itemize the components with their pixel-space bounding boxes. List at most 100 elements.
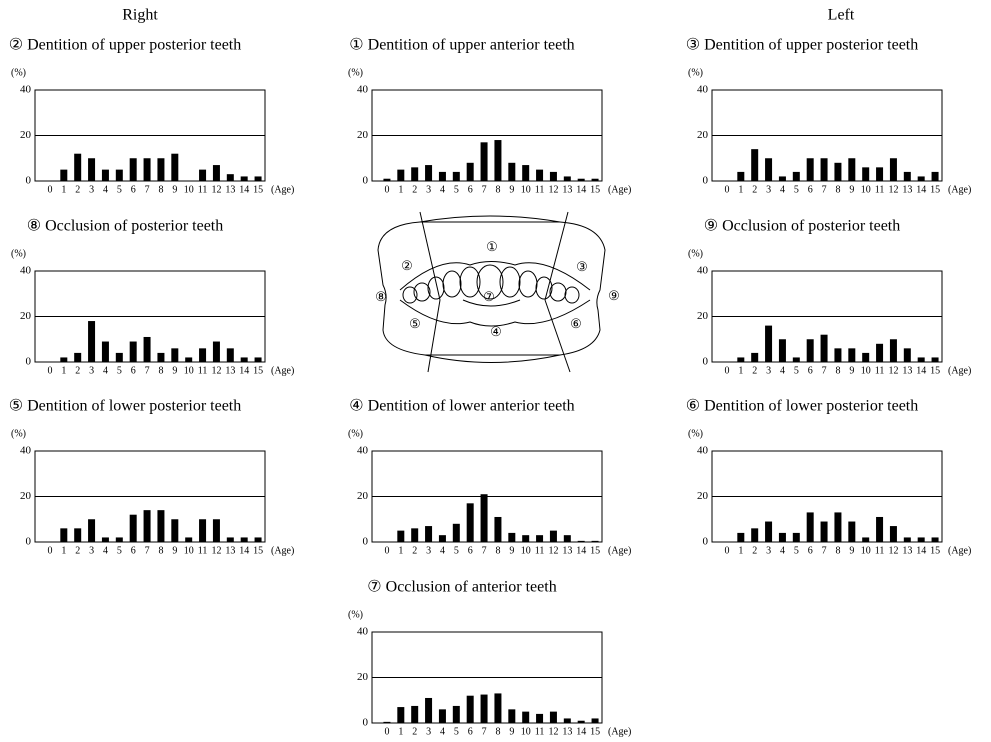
x-axis-label: (Age): [271, 545, 294, 556]
chart: ⑤ Dentition of lower posterior teeth(%)0…: [9, 398, 295, 557]
bar: [807, 512, 814, 542]
x-tick-label: 6: [131, 184, 136, 195]
x-tick-label: 0: [47, 365, 52, 376]
bar: [171, 348, 178, 362]
y-tick-label: 20: [357, 671, 369, 683]
bar: [932, 172, 939, 181]
bar: [848, 158, 855, 181]
bar: [130, 158, 137, 181]
x-tick-label: 1: [398, 545, 403, 556]
bar: [397, 707, 404, 723]
x-tick-label: 14: [239, 184, 249, 195]
x-tick-label: 13: [562, 184, 572, 195]
x-tick-label: 5: [117, 184, 122, 195]
x-tick-label: 15: [590, 184, 600, 195]
x-tick-label: 4: [103, 184, 108, 195]
bar: [467, 163, 474, 181]
bar: [213, 165, 220, 181]
x-tick-label: 15: [590, 726, 600, 737]
x-tick-label: 12: [548, 184, 558, 195]
x-tick-label: 0: [384, 184, 389, 195]
x-tick-label: 3: [89, 545, 94, 556]
y-axis-label: (%): [11, 248, 26, 259]
x-tick-label: 8: [158, 365, 163, 376]
x-tick-label: 13: [562, 545, 572, 556]
x-tick-label: 3: [89, 184, 94, 195]
x-tick-label: 7: [822, 365, 827, 376]
bar: [88, 158, 95, 181]
bar: [550, 172, 557, 181]
bar: [522, 535, 529, 542]
y-tick-label: 20: [697, 310, 709, 322]
region-label: ②: [401, 258, 413, 273]
bar: [862, 167, 869, 181]
bar: [74, 528, 81, 542]
x-tick-label: 5: [454, 184, 459, 195]
bar: [793, 533, 800, 542]
bar: [411, 528, 418, 542]
x-axis-label: (Age): [271, 184, 294, 195]
bar: [255, 357, 262, 362]
y-tick-label: 20: [20, 490, 32, 502]
x-tick-label: 3: [766, 545, 771, 556]
bar: [157, 510, 164, 542]
bar: [876, 517, 883, 542]
bar: [890, 526, 897, 542]
y-tick-label: 0: [703, 356, 709, 368]
bar: [185, 357, 192, 362]
bar: [425, 165, 432, 181]
x-tick-label: 10: [184, 545, 194, 556]
side-header: Left: [828, 7, 855, 24]
bar: [397, 531, 404, 542]
bar: [932, 357, 939, 362]
bar: [383, 179, 390, 181]
x-tick-label: 9: [849, 365, 854, 376]
chart: ⑧ Occlusion of posterior teeth(%)0204001…: [11, 218, 294, 377]
y-tick-label: 40: [697, 84, 709, 96]
x-tick-label: 0: [724, 184, 729, 195]
bar: [522, 712, 529, 723]
x-axis-label: (Age): [608, 184, 631, 195]
x-tick-label: 2: [412, 545, 417, 556]
x-tick-label: 6: [468, 726, 473, 737]
y-tick-label: 20: [357, 129, 369, 141]
bar: [834, 512, 841, 542]
x-tick-label: 6: [808, 365, 813, 376]
bar: [199, 348, 206, 362]
side-header: Right: [122, 7, 158, 24]
x-tick-label: 9: [509, 545, 514, 556]
region-label: ⑤: [409, 316, 421, 331]
x-tick-label: 9: [172, 545, 177, 556]
bar: [890, 339, 897, 362]
bar: [255, 537, 262, 542]
bar: [536, 170, 543, 181]
x-tick-label: 6: [468, 184, 473, 195]
x-tick-label: 0: [724, 545, 729, 556]
bar: [199, 519, 206, 542]
x-tick-label: 13: [225, 545, 235, 556]
region-label: ⑧: [375, 289, 387, 304]
bar: [550, 531, 557, 542]
x-tick-label: 12: [888, 365, 898, 376]
x-tick-label: 14: [916, 184, 926, 195]
bar: [779, 339, 786, 362]
x-tick-label: 11: [535, 184, 545, 195]
y-tick-label: 40: [20, 445, 32, 457]
bar: [116, 170, 123, 181]
x-tick-label: 15: [930, 365, 940, 376]
x-tick-label: 11: [198, 184, 208, 195]
x-tick-label: 5: [794, 184, 799, 195]
x-tick-label: 12: [548, 545, 558, 556]
x-tick-label: 7: [482, 545, 487, 556]
x-tick-label: 11: [198, 545, 208, 556]
bar: [60, 528, 67, 542]
bar: [508, 163, 515, 181]
y-axis-label: (%): [11, 67, 26, 78]
chart: ⑨ Occlusion of posterior teeth(%)0204001…: [688, 218, 971, 377]
x-tick-label: 11: [535, 726, 545, 737]
bar: [765, 158, 772, 181]
x-tick-label: 11: [875, 545, 885, 556]
bar: [932, 537, 939, 542]
x-tick-label: 1: [61, 365, 66, 376]
bar: [481, 494, 488, 542]
